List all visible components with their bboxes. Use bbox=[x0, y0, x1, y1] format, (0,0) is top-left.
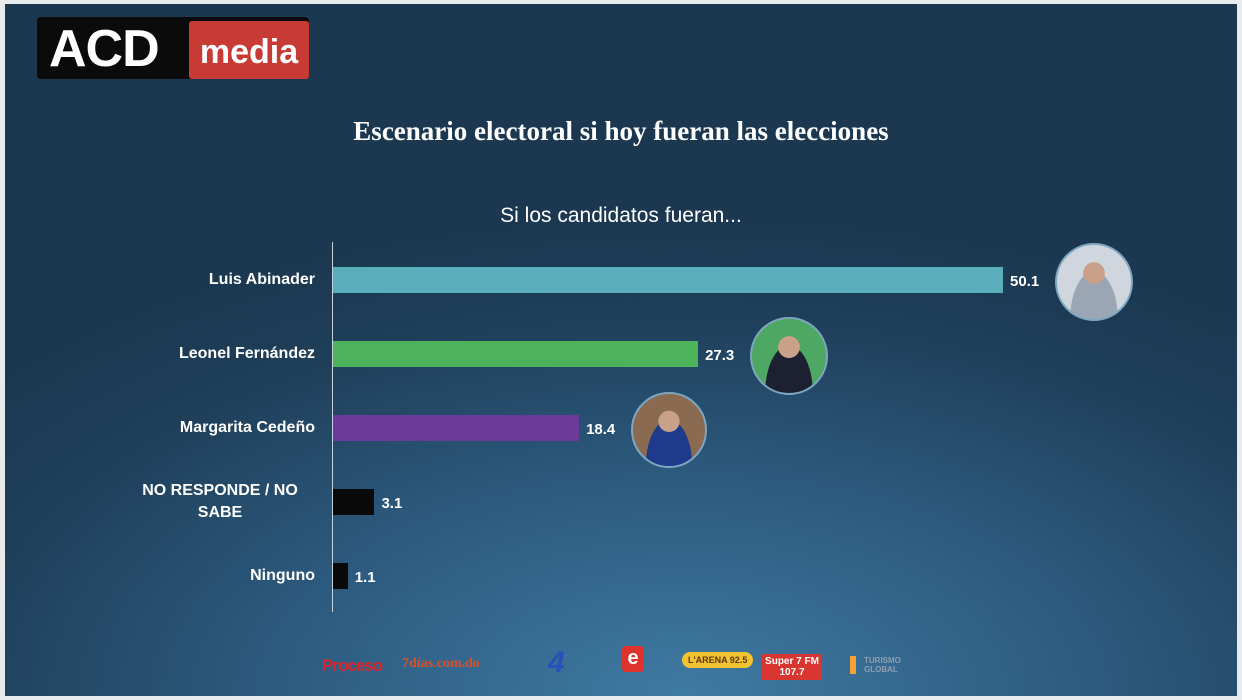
sponsor-turismo-global: TURISMO GLOBAL bbox=[850, 656, 924, 674]
logo-media: media bbox=[189, 21, 309, 79]
logo-acd: ACD bbox=[49, 20, 160, 78]
candidate-photo bbox=[750, 317, 829, 395]
sponsor-larena: L'ARENA 92.5 bbox=[682, 652, 754, 668]
slide-title: Escenario electoral si hoy fueran las el… bbox=[353, 116, 889, 146]
candidate-photo bbox=[1055, 243, 1133, 321]
bar-chart: Luis Abinader 50.1 Leonel Fernández 27.3 Mar… bbox=[5, 4, 1237, 696]
bar bbox=[333, 563, 348, 589]
sponsor-7dias: 7días.com.do bbox=[402, 656, 480, 671]
category-label: NO RESPONDE / NO SABE bbox=[142, 482, 298, 521]
bar bbox=[333, 341, 699, 367]
category-label: Luis Abinader bbox=[208, 271, 315, 288]
value-label: 50.1 bbox=[1010, 273, 1040, 290]
sponsor-canal4: 4 bbox=[548, 646, 565, 679]
bar bbox=[333, 267, 1003, 293]
category-label: Leonel Fernández bbox=[178, 345, 315, 362]
chart-title: Si los candidatos fueran... bbox=[500, 204, 742, 227]
bar bbox=[333, 489, 375, 515]
value-label: 3.1 bbox=[381, 495, 403, 512]
bar bbox=[333, 415, 580, 441]
sponsor-proceso: Proceso bbox=[322, 656, 383, 675]
category-label: Margarita Cedeño bbox=[179, 419, 315, 436]
sponsor-e: e bbox=[622, 646, 644, 672]
value-label: 27.3 bbox=[705, 347, 735, 364]
slide: ACD media Escenario electoral si hoy fue… bbox=[5, 4, 1237, 696]
acd-media-logo: ACD media bbox=[37, 17, 309, 79]
y-axis-line bbox=[332, 242, 333, 612]
sponsor-logos: Proceso 7días.com.do 4 e L'ARENA 92.5 Su… bbox=[310, 640, 930, 690]
category-label: Ninguno bbox=[250, 567, 315, 584]
value-label: 1.1 bbox=[354, 569, 376, 586]
sponsor-super7: Super 7 FM 107.7 bbox=[762, 654, 822, 680]
value-label: 18.4 bbox=[586, 421, 616, 438]
candidate-photo bbox=[631, 392, 708, 468]
